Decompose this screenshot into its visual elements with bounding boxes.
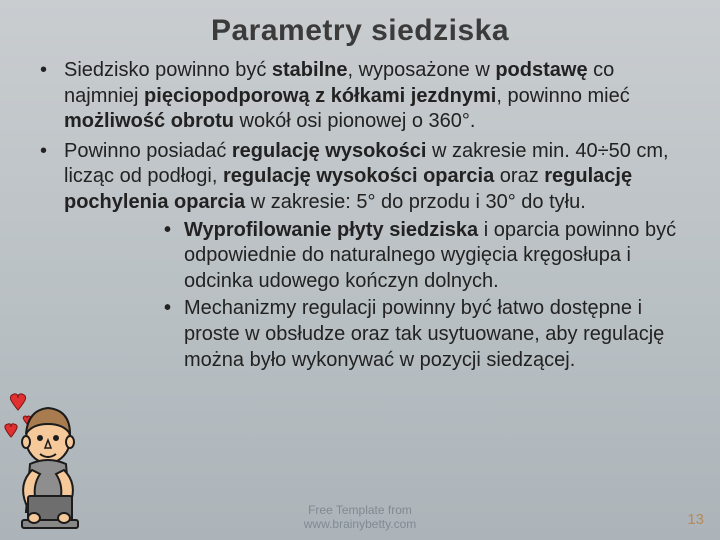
eye <box>53 435 59 441</box>
footer: Free Template from www.brainybetty.com <box>0 504 720 532</box>
outer-bullet-list: Siedzisko powinno być stabilne, wyposażo… <box>28 58 692 373</box>
slide: Parametry siedziska Siedzisko powinno by… <box>0 0 720 540</box>
slide-title: Parametry siedziska <box>28 14 692 48</box>
outer-bullet-item: Siedzisko powinno być stabilne, wyposażo… <box>36 58 692 135</box>
outer-bullet-text: Powinno posiadać regulację wysokości w z… <box>64 140 669 213</box>
inner-bullet-item: Mechanizmy regulacji powinny być łatwo d… <box>164 296 692 373</box>
slide-body: Siedzisko powinno być stabilne, wyposażo… <box>28 58 692 373</box>
eye <box>37 435 43 441</box>
ear <box>22 436 30 448</box>
inner-bullet-item: Wyprofilowanie płyty siedziska i oparcia… <box>164 218 692 295</box>
page-number: 13 <box>687 511 704 528</box>
inner-bullet-list: Wyprofilowanie płyty siedziska i oparcia… <box>64 218 692 374</box>
footer-line: www.brainybetty.com <box>304 517 416 531</box>
ear <box>66 436 74 448</box>
footer-line: Free Template from <box>308 503 412 517</box>
outer-bullet-item: Powinno posiadać regulację wysokości w z… <box>36 139 692 373</box>
